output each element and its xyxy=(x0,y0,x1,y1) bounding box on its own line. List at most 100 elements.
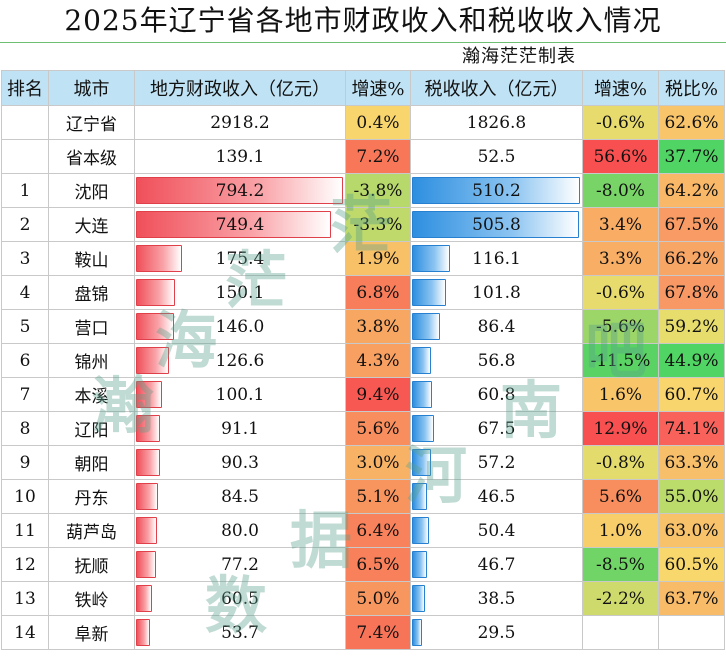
rank-cell-text: 14 xyxy=(14,622,36,643)
table-row: 5 营口 146.0 3.8% 86.4 -5.6% 59.2% xyxy=(1,309,725,344)
tax-cell-text: 101.8 xyxy=(472,282,521,303)
tax-bar xyxy=(412,449,431,476)
table-row: 10 丹东 84.5 5.1% 46.5 5.6% 55.0% xyxy=(1,479,725,514)
tax-ratio-cell-text: 37.7% xyxy=(664,146,719,167)
revenue-bar xyxy=(136,347,169,374)
tax-cell-text: 46.7 xyxy=(477,554,516,575)
city-cell-text: 鞍山 xyxy=(74,251,109,271)
tax-growth-cell: -0.8% xyxy=(582,445,659,480)
tax-ratio-cell-text: 66.2% xyxy=(664,248,719,269)
city-cell: 铁岭 xyxy=(48,581,135,616)
revenue-bar xyxy=(136,177,343,204)
header-tax-ratio: 税比% xyxy=(658,70,725,106)
revenue-bar xyxy=(136,619,150,646)
header-tax-growth: 增速% xyxy=(582,70,659,106)
tax-growth-cell-text: -5.6% xyxy=(596,316,645,337)
rank-cell xyxy=(1,139,49,174)
tax-growth-cell-text: 1.6% xyxy=(598,384,643,405)
revenue-cell-text: 150.1 xyxy=(215,282,265,303)
tax-cell-text: 50.4 xyxy=(477,520,516,541)
tax-ratio-cell: 44.9% xyxy=(658,343,725,378)
page-title: 2025年辽宁省各地市财政收入和税收收入情况 xyxy=(64,4,662,37)
tax-ratio-cell: 62.6% xyxy=(658,105,725,140)
revenue-cell: 139.1 xyxy=(134,139,346,174)
revenue-growth-cell: 7.2% xyxy=(345,139,411,174)
revenue-cell-text: 749.4 xyxy=(215,214,265,235)
tax-cell: 86.4 xyxy=(410,309,583,344)
tax-growth-cell-text: -2.2% xyxy=(596,588,645,609)
tax-cell-text: 86.4 xyxy=(477,316,516,337)
tax-cell-text: 57.2 xyxy=(477,452,516,473)
tax-growth-cell: 5.6% xyxy=(582,479,659,514)
rank-cell: 4 xyxy=(1,275,49,310)
tax-growth-cell: 1.6% xyxy=(582,377,659,412)
tax-growth-cell-text: -8.5% xyxy=(596,554,645,575)
rank-cell-text: 3 xyxy=(19,248,31,269)
table-row: 3 鞍山 175.4 1.9% 116.1 3.3% 66.2% xyxy=(1,241,725,276)
tax-ratio-cell: 64.2% xyxy=(658,173,725,208)
rank-cell-text: 4 xyxy=(19,282,31,303)
revenue-growth-cell: 0.4% xyxy=(345,105,411,140)
tax-bar xyxy=(412,619,422,646)
revenue-cell: 126.6 xyxy=(134,343,346,378)
tax-ratio-cell-text: 63.3% xyxy=(664,452,719,473)
tax-cell: 52.5 xyxy=(410,139,583,174)
rank-cell-text: 13 xyxy=(14,588,36,609)
city-cell-text: 辽宁省 xyxy=(66,115,117,135)
tax-bar xyxy=(412,551,427,578)
city-cell: 沈阳 xyxy=(48,173,135,208)
rank-cell: 2 xyxy=(1,207,49,242)
table-row: 12 抚顺 77.2 6.5% 46.7 -8.5% 60.5% xyxy=(1,547,725,582)
rank-cell-text: 8 xyxy=(19,418,31,439)
tax-growth-cell: 12.9% xyxy=(582,411,659,446)
revenue-growth-cell-text: 5.0% xyxy=(356,588,400,609)
tax-growth-cell-text: 3.4% xyxy=(598,214,643,235)
rank-cell: 11 xyxy=(1,513,49,548)
rank-cell-text: 12 xyxy=(14,554,36,575)
revenue-cell-text: 77.2 xyxy=(221,554,259,575)
tax-ratio-cell: 60.5% xyxy=(658,547,725,582)
revenue-cell-text: 60.5 xyxy=(221,588,259,609)
tax-cell-text: 52.5 xyxy=(477,146,516,167)
revenue-bar xyxy=(136,313,174,340)
tax-ratio-cell: 59.2% xyxy=(658,309,725,344)
table-row: 14 阜新 53.7 7.4% 29.5 xyxy=(1,615,725,650)
revenue-bar xyxy=(136,483,158,510)
revenue-growth-cell-text: -3.8% xyxy=(353,180,403,201)
revenue-cell-text: 100.1 xyxy=(215,384,265,405)
header-rank: 排名 xyxy=(1,70,49,106)
revenue-growth-cell: 5.1% xyxy=(345,479,411,514)
city-cell-text: 抚顺 xyxy=(74,557,109,577)
revenue-growth-cell-text: 5.1% xyxy=(356,486,400,507)
table-row: 辽宁省 2918.2 0.4% 1826.8 -0.6% 62.6% xyxy=(1,105,725,140)
revenue-cell-text: 146.0 xyxy=(215,316,265,337)
city-cell-text: 省本级 xyxy=(66,149,117,169)
tax-ratio-cell: 66.2% xyxy=(658,241,725,276)
table-row: 6 锦州 126.6 4.3% 56.8 -11.5% 44.9% xyxy=(1,343,725,378)
tax-cell-text: 60.8 xyxy=(477,384,516,405)
tax-cell: 510.2 xyxy=(410,173,583,208)
city-cell: 鞍山 xyxy=(48,241,135,276)
revenue-growth-cell-text: 6.8% xyxy=(356,282,400,303)
tax-ratio-cell: 67.5% xyxy=(658,207,725,242)
city-cell-text: 大连 xyxy=(74,217,109,237)
revenue-cell: 53.7 xyxy=(134,615,346,650)
city-cell-text: 盘锦 xyxy=(74,285,109,305)
revenue-cell-text: 2918.2 xyxy=(210,112,270,133)
revenue-bar xyxy=(136,415,160,442)
table-row: 2 大连 749.4 -3.3% 505.8 3.4% 67.5% xyxy=(1,207,725,242)
table-row: 7 本溪 100.1 9.4% 60.8 1.6% 60.7% xyxy=(1,377,725,412)
tax-cell-text: 56.8 xyxy=(477,350,516,371)
tax-ratio-cell xyxy=(658,615,725,650)
tax-ratio-cell: 63.7% xyxy=(658,581,725,616)
revenue-growth-cell-text: 6.5% xyxy=(356,554,400,575)
revenue-cell: 91.1 xyxy=(134,411,346,446)
tax-bar xyxy=(412,347,431,374)
revenue-growth-cell-text: 3.0% xyxy=(356,452,400,473)
city-cell: 阜新 xyxy=(48,615,135,650)
tax-ratio-cell-text: 74.1% xyxy=(664,418,719,439)
revenue-cell-text: 91.1 xyxy=(221,418,259,439)
header-revenue: 地方财政收入（亿元） xyxy=(134,70,346,106)
revenue-cell-text: 126.6 xyxy=(215,350,265,371)
tax-growth-cell: -11.5% xyxy=(582,343,659,378)
